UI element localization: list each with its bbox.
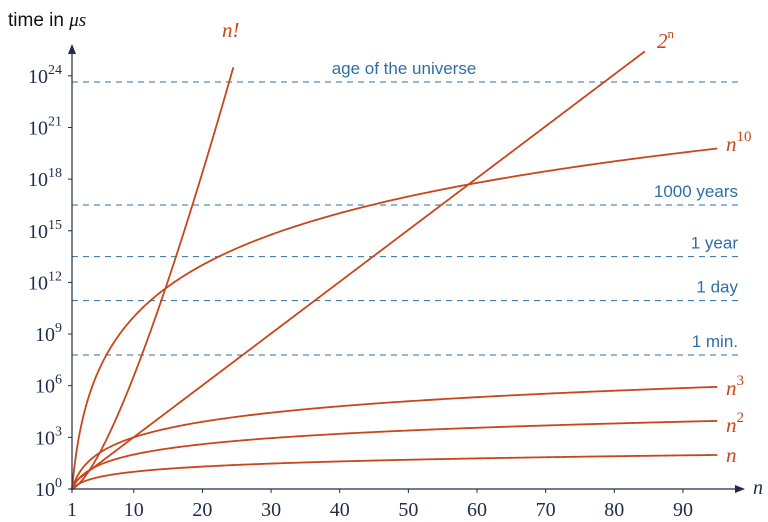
y-tick-label: 106: [35, 373, 62, 398]
series-label: n10: [726, 129, 752, 156]
y-tick-label: 1015: [28, 218, 62, 243]
x-tick-label: 50: [398, 499, 418, 521]
x-tick-label: 60: [467, 499, 487, 521]
x-tick-label: 20: [192, 499, 212, 521]
y-ticks-group: 100 103 106 109 1012 1015 1018 1021 1024: [28, 63, 72, 501]
series-line: [71, 50, 646, 485]
reference-line-label: age of the universe: [332, 59, 477, 78]
axes-group: [68, 44, 745, 493]
reference-line-label: 1 year: [691, 234, 739, 253]
y-axis-title: time in μs: [8, 10, 86, 31]
y-tick-label: 1018: [28, 166, 62, 191]
x-tick-label: 30: [261, 499, 281, 521]
series-line: [71, 420, 718, 490]
curves-group: n n2 n3 n10 2n n!: [71, 18, 752, 490]
x-tick-label: 80: [604, 499, 624, 521]
reference-lines-group: 1 min. 1 day 1 year 1000 years age of the un…: [72, 59, 739, 356]
y-tick-label: 1024: [28, 63, 62, 88]
x-axis-title: n: [753, 477, 763, 499]
series-label: n2: [726, 410, 744, 437]
reference-line-label: 1 min.: [692, 332, 738, 351]
x-tick-label: 10: [124, 499, 144, 521]
series-label: 2n: [657, 26, 675, 53]
y-axis-title-prefix: time in: [8, 10, 69, 31]
x-ticks-group: 1 10 20 30 40 50 60 70 80 90: [67, 489, 693, 521]
series-line: [71, 67, 235, 490]
y-tick-label: 1012: [28, 269, 62, 294]
series-label: n!: [222, 18, 240, 42]
reference-line-label: 1 day: [696, 278, 738, 297]
y-axis-arrowhead: [68, 44, 76, 54]
series-label: n: [726, 443, 737, 467]
y-axis-title-unit: μs: [68, 10, 86, 31]
series-label: n3: [726, 373, 744, 400]
x-tick-label: 90: [673, 499, 693, 521]
series-line: [71, 385, 718, 490]
x-tick-label: 40: [330, 499, 350, 521]
y-tick-label: 1021: [28, 114, 62, 139]
reference-line-label: 1000 years: [654, 182, 738, 201]
x-axis-arrowhead: [735, 485, 745, 493]
x-tick-label: 70: [536, 499, 556, 521]
y-tick-label: 100: [35, 476, 62, 501]
x-tick-label: 1: [67, 499, 77, 521]
y-tick-label: 109: [35, 321, 62, 346]
y-tick-label: 103: [35, 424, 62, 449]
series-line: [71, 147, 718, 490]
series-line: [71, 454, 718, 490]
